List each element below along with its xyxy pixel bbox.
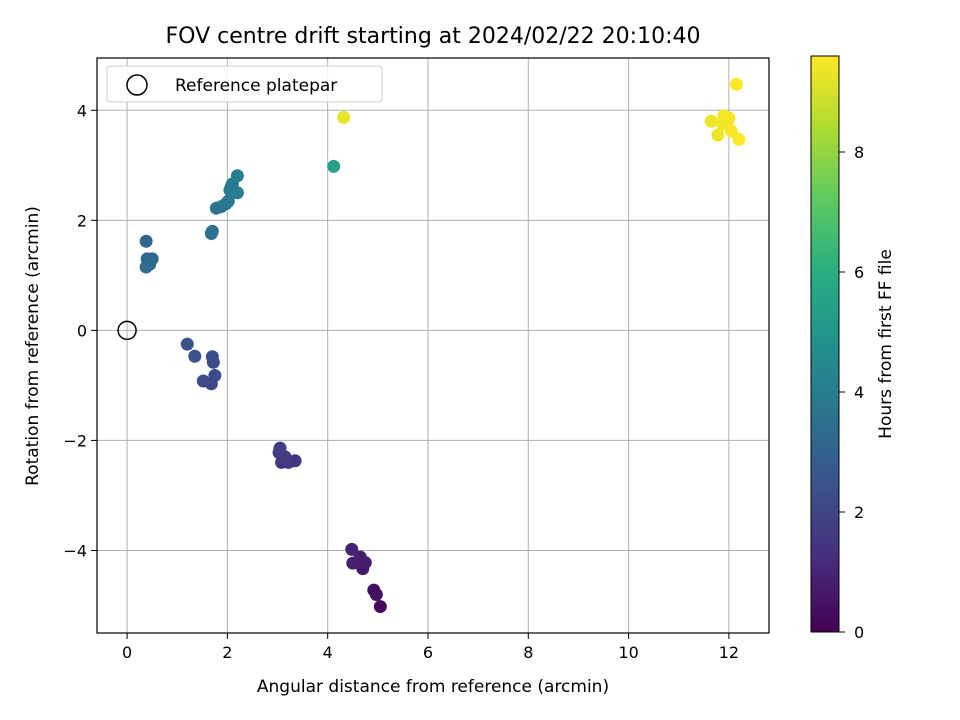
y-axis-ticks: −4 −2 0 2 4 [63,101,97,560]
y-tick-label: −2 [63,431,87,450]
data-point [205,224,219,238]
data-point [346,556,360,570]
x-tick-label: 10 [618,643,638,662]
x-tick-label: 2 [222,643,232,662]
data-point [188,349,202,363]
data-point [724,124,738,138]
data-point [139,234,153,248]
data-point [729,77,743,91]
data-point [196,374,210,388]
data-point [208,368,222,382]
grid-lines [97,58,769,633]
x-axis-label: Angular distance from reference (arcmin) [257,677,609,697]
data-point [139,260,153,274]
colorbar-tick-label: 0 [854,623,864,642]
colorbar: 0 2 4 6 8 Hours from first FF file [810,55,896,642]
data-point [221,194,235,208]
y-tick-label: 2 [77,211,87,230]
colorbar-label: Hours from first FF file [876,249,896,439]
chart-title: FOV centre drift starting at 2024/02/22 … [166,24,701,49]
data-point [327,159,341,173]
colorbar-tick-label: 6 [854,263,864,282]
x-tick-label: 6 [423,643,433,662]
x-axis-ticks: 0 2 4 6 8 10 12 [122,633,739,662]
colorbar-tick-label: 4 [854,383,864,402]
x-tick-label: 12 [719,643,739,662]
legend-marker-icon [126,74,148,96]
colorbar-gradient [810,55,840,633]
data-point [722,111,736,125]
colorbar-ticks: 0 2 4 6 8 [839,143,864,642]
y-axis-label: Rotation from reference (arcmin) [23,206,43,486]
y-tick-label: −4 [63,541,87,560]
data-point [711,128,725,142]
x-tick-label: 4 [323,643,333,662]
data-point [367,583,381,597]
reference-marker [117,320,137,341]
data-point [704,114,718,128]
legend: Reference platepar [106,65,383,103]
data-point [345,542,359,556]
colorbar-tick-label: 8 [854,143,864,162]
data-point [230,169,244,183]
y-tick-label: 0 [77,321,87,340]
data-point [337,110,351,124]
data-points [139,77,746,614]
data-point [180,337,194,351]
data-point [205,350,219,364]
x-tick-label: 8 [523,643,533,662]
legend-label: Reference platepar [175,76,337,96]
legend-box [106,65,383,103]
colorbar-tick-label: 2 [854,503,864,522]
y-tick-label: 4 [77,101,87,120]
plot-frame [96,57,770,634]
data-point [230,186,244,200]
data-point [373,600,387,614]
x-tick-label: 0 [122,643,132,662]
data-point [732,132,746,146]
data-point [273,441,287,455]
